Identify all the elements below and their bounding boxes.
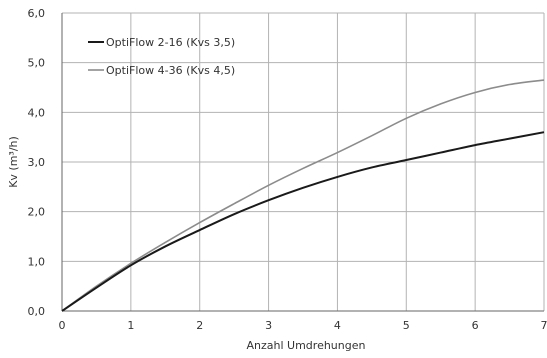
x-tick-label: 4 [334,319,341,332]
legend-label: OptiFlow 2-16 (Kvs 3,5) [106,36,235,49]
x-tick-label: 0 [59,319,66,332]
x-tick-label: 3 [265,319,272,332]
axes [61,13,544,312]
x-axis-label: Anzahl Umdrehungen [247,339,366,352]
y-tick-label: 0,0 [28,305,46,318]
y-tick-label: 4,0 [28,106,46,119]
y-tick-label: 1,0 [28,255,46,268]
y-tick-labels: 0,0 1,0 2,0 3,0 4,0 5,0 6,0 [28,7,46,318]
x-tick-label: 7 [541,319,547,332]
series-line [61,79,545,312]
x-tick-label: 2 [196,319,203,332]
x-tick-label: 5 [403,319,410,332]
legend: OptiFlow 2-16 (Kvs 3,5) OptiFlow 4-36 (Kv… [88,36,235,77]
x-tick-labels: 0 1 2 3 4 5 6 7 [59,319,547,332]
y-tick-label: 2,0 [28,206,46,219]
series-lines [61,79,545,312]
series-line [61,131,545,312]
y-axis-label: Kv (m³/h) [7,136,20,188]
grid-lines [62,12,545,311]
legend-label: OptiFlow 4-36 (Kvs 4,5) [106,64,235,77]
y-tick-label: 5,0 [28,57,46,70]
y-tick-label: 3,0 [28,156,46,169]
y-tick-label: 6,0 [28,7,46,20]
x-tick-label: 6 [472,319,479,332]
x-tick-label: 1 [127,319,134,332]
